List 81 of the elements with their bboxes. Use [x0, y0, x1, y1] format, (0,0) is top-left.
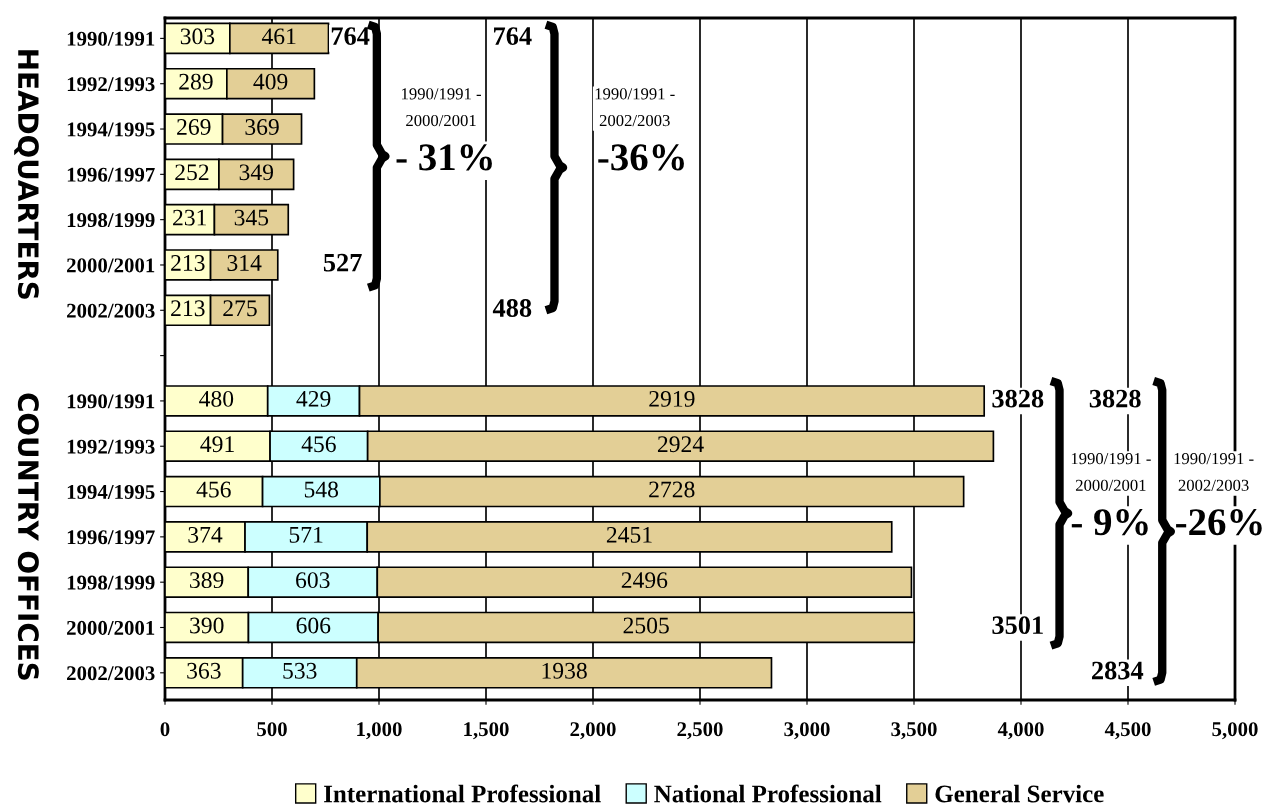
- annotation: -36%: [598, 144, 684, 171]
- annotation: - 9%: [1071, 509, 1148, 536]
- annotation: 3501: [992, 616, 1043, 635]
- data-label: 606: [296, 617, 331, 634]
- x-tick-label: 0: [160, 722, 170, 737]
- data-label: 2505: [623, 617, 669, 634]
- data-label: 252: [175, 164, 209, 181]
- data-label: 303: [180, 28, 215, 45]
- data-label: 213: [171, 255, 205, 271]
- legend-label: General Service: [935, 784, 1104, 803]
- y-tick-label: 1994/1995: [67, 122, 155, 137]
- x-tick-label: 3,000: [784, 722, 830, 740]
- annotation: 764: [494, 27, 532, 45]
- data-label: 2919: [649, 390, 695, 407]
- data-label: 603: [296, 572, 330, 589]
- x-tick-label: 2,000: [570, 722, 616, 740]
- data-label: 571: [289, 526, 323, 543]
- x-tick-label: 3,500: [891, 722, 937, 740]
- annotation: 527: [323, 253, 362, 272]
- data-label: 349: [239, 164, 274, 181]
- y-tick-label: 2002/2003: [67, 303, 155, 318]
- annotation: -26%: [1176, 509, 1262, 536]
- annotation: 1990/1991 - 2002/2003: [595, 88, 675, 127]
- y-tick-label: 2000/2001: [67, 258, 155, 273]
- data-label: 429: [296, 390, 331, 407]
- data-label: 2728: [649, 481, 695, 498]
- x-tick-label: 4,000: [997, 722, 1044, 740]
- y-tick-label: 1998/1999: [67, 575, 155, 590]
- data-label: 2924: [657, 436, 704, 453]
- y-tick-label: 1994/1995: [67, 484, 155, 499]
- annotation: 1990/1991 - 2000/2001: [1071, 453, 1151, 491]
- y-tick-label: 2000/2001: [67, 620, 155, 635]
- x-tick-label: 5,000: [1212, 722, 1258, 740]
- data-label: 2496: [621, 572, 668, 589]
- x-tick-label: 1,500: [464, 722, 509, 740]
- data-label: 480: [199, 390, 234, 407]
- data-label: 456: [196, 481, 231, 498]
- data-label: 533: [283, 662, 317, 679]
- annotation: 3828: [992, 389, 1044, 408]
- legend-label: International Professional: [324, 784, 601, 803]
- annotation: 2834: [1092, 661, 1144, 680]
- text: HEADQUARTERS: [14, 50, 39, 299]
- data-label: 369: [245, 119, 279, 135]
- data-label: 461: [261, 28, 296, 45]
- data-label: 363: [187, 662, 221, 679]
- data-label: 548: [304, 481, 339, 498]
- data-label: 269: [177, 119, 211, 135]
- annotation: - 31%: [396, 144, 492, 171]
- data-label: 275: [223, 300, 257, 317]
- y-tick-label: 2002/2003: [67, 666, 155, 681]
- data-label: 231: [173, 209, 207, 226]
- annotation: 1990/1991 - 2000/2001: [402, 88, 481, 127]
- annotation: 764: [331, 27, 370, 45]
- annotation: 1990/1991 - 2002/2003: [1174, 453, 1254, 491]
- annotation: 488: [492, 299, 532, 317]
- x-tick-label: 500: [257, 722, 287, 737]
- y-tick-label: 1990/1991: [67, 394, 155, 409]
- annotation: 3828: [1089, 389, 1141, 408]
- text: COUNTRY OFFICES: [17, 393, 39, 680]
- data-label: 491: [200, 436, 234, 453]
- data-label: 390: [190, 617, 224, 634]
- y-tick-label: 1996/1997: [67, 530, 155, 545]
- data-label: 345: [234, 209, 269, 226]
- data-label: 374: [188, 526, 223, 543]
- y-tick-label: 1998/1999: [67, 213, 155, 228]
- data-label: 389: [190, 572, 224, 589]
- data-label: 409: [253, 73, 288, 90]
- data-label: 289: [179, 73, 213, 90]
- data-label: 314: [227, 255, 262, 271]
- data-label: 1938: [542, 662, 587, 679]
- data-label: 456: [301, 436, 336, 453]
- x-tick-label: 2,500: [677, 722, 723, 740]
- x-tick-label: 4,500: [1104, 722, 1151, 740]
- data-label: 2451: [606, 526, 652, 543]
- y-tick-label: 1990/1991: [67, 31, 155, 46]
- legend-label: National Professional: [654, 784, 882, 803]
- y-tick-label: 1992/1993: [67, 77, 155, 92]
- x-tick-label: 1,000: [357, 722, 402, 740]
- y-tick-label: 1992/1993: [67, 439, 155, 454]
- y-tick-label: 1996/1997: [67, 167, 155, 182]
- data-label: 213: [171, 300, 205, 317]
